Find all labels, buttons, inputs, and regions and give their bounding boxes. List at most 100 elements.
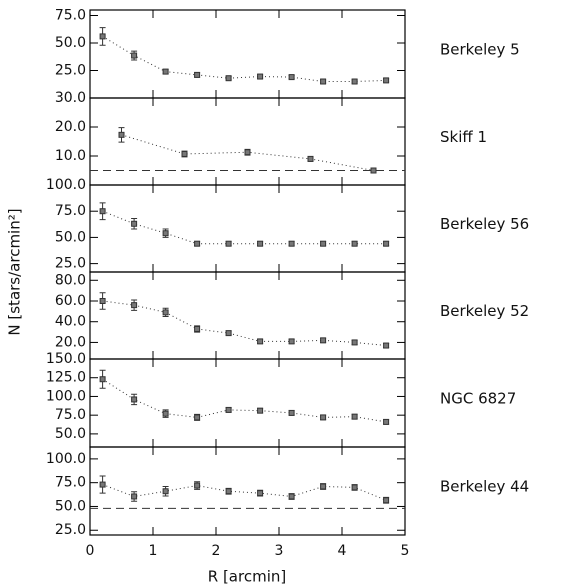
data-point	[225, 75, 232, 82]
y-tick-label: 125.0	[46, 370, 86, 386]
cluster-name: NGC 6827	[440, 390, 516, 408]
data-point	[257, 73, 264, 80]
data-point	[307, 155, 314, 162]
y-tick-label: 75.0	[55, 475, 86, 491]
data-point	[320, 414, 327, 421]
y-axis-label: N [stars/arcmin²]	[6, 208, 24, 335]
x-tick-label: 5	[401, 543, 410, 559]
x-tick-label: 2	[212, 543, 221, 559]
y-tick-label: 50.0	[55, 35, 86, 51]
x-axis-label: R [arcmin]	[208, 568, 286, 586]
data-point	[383, 418, 390, 425]
data-point	[320, 78, 327, 85]
data-point	[194, 240, 201, 247]
data-point	[99, 481, 106, 488]
data-point	[288, 74, 295, 81]
data-point	[131, 493, 138, 500]
y-tick-label: 40.0	[55, 314, 86, 330]
data-point	[257, 490, 264, 497]
y-tick-label: 75.0	[55, 407, 86, 423]
panel-frame	[89, 9, 406, 99]
y-tick-label: 25.0	[55, 522, 86, 538]
y-tick-label: 50.0	[55, 498, 86, 514]
panel-frame	[89, 271, 406, 360]
x-tick-label: 4	[338, 543, 347, 559]
data-point	[351, 339, 358, 346]
panel-frame	[89, 358, 406, 448]
data-point	[194, 482, 201, 489]
y-tick-label: 30.0	[55, 90, 86, 106]
profile-line	[102, 378, 387, 423]
profile-line	[102, 35, 387, 82]
data-point	[181, 150, 188, 157]
data-point	[99, 33, 106, 40]
y-tick-label: 60.0	[55, 293, 86, 309]
data-point	[257, 338, 264, 345]
data-point	[225, 240, 232, 247]
data-point	[131, 396, 138, 403]
data-point	[288, 338, 295, 345]
panel-frame	[89, 97, 406, 186]
data-point	[194, 325, 201, 332]
data-point	[351, 484, 358, 491]
y-tick-label: 50.0	[55, 229, 86, 245]
profile-line	[102, 210, 387, 245]
data-point	[320, 240, 327, 247]
data-point	[351, 78, 358, 85]
data-point	[383, 342, 390, 349]
data-point	[383, 77, 390, 84]
profile-line	[102, 300, 387, 347]
y-tick-label: 20.0	[55, 334, 86, 350]
cluster-name: Berkeley 5	[440, 41, 520, 59]
data-point	[320, 483, 327, 490]
data-point	[162, 488, 169, 495]
data-point	[351, 240, 358, 247]
data-point	[131, 220, 138, 227]
y-tick-label: 50.0	[55, 426, 86, 442]
y-tick-label: 150.0	[46, 351, 86, 367]
y-tick-label: 75.0	[55, 203, 86, 219]
data-point	[225, 406, 232, 413]
data-point	[162, 68, 169, 75]
data-point	[288, 409, 295, 416]
panel-frame	[89, 184, 406, 273]
x-tick-label: 1	[149, 543, 158, 559]
y-tick-label: 100.0	[46, 388, 86, 404]
x-tick-label: 0	[86, 543, 95, 559]
data-point	[257, 407, 264, 414]
data-point	[225, 488, 232, 495]
data-point	[194, 71, 201, 78]
data-point	[370, 167, 377, 174]
data-point	[320, 337, 327, 344]
data-point	[99, 298, 106, 304]
data-point	[162, 410, 169, 417]
y-tick-label: 100.0	[46, 451, 86, 467]
cluster-name: Berkeley 56	[440, 215, 529, 233]
x-tick-label: 3	[275, 543, 284, 559]
data-point	[162, 230, 169, 237]
data-point	[383, 497, 390, 504]
y-tick-label: 80.0	[55, 272, 86, 288]
data-point	[288, 240, 295, 247]
data-point	[99, 208, 106, 215]
data-point	[118, 131, 125, 138]
data-point	[99, 376, 106, 383]
y-tick-label: 25.0	[55, 63, 86, 79]
data-point	[257, 240, 264, 247]
y-tick-label: 25.0	[55, 256, 86, 272]
data-point	[194, 414, 201, 421]
cluster-name: Berkeley 44	[440, 478, 529, 496]
data-point	[244, 149, 251, 156]
y-tick-label: 100.0	[46, 177, 86, 193]
data-point	[351, 413, 358, 420]
cluster-name: Berkeley 52	[440, 302, 529, 320]
data-point	[131, 52, 138, 59]
data-point	[162, 309, 169, 316]
cluster-name: Skiff 1	[440, 128, 487, 146]
panel-frame	[89, 446, 406, 536]
y-tick-label: 10.0	[55, 148, 86, 164]
profile-line	[102, 484, 387, 501]
y-tick-label: 75.0	[55, 8, 86, 24]
data-point	[288, 493, 295, 500]
